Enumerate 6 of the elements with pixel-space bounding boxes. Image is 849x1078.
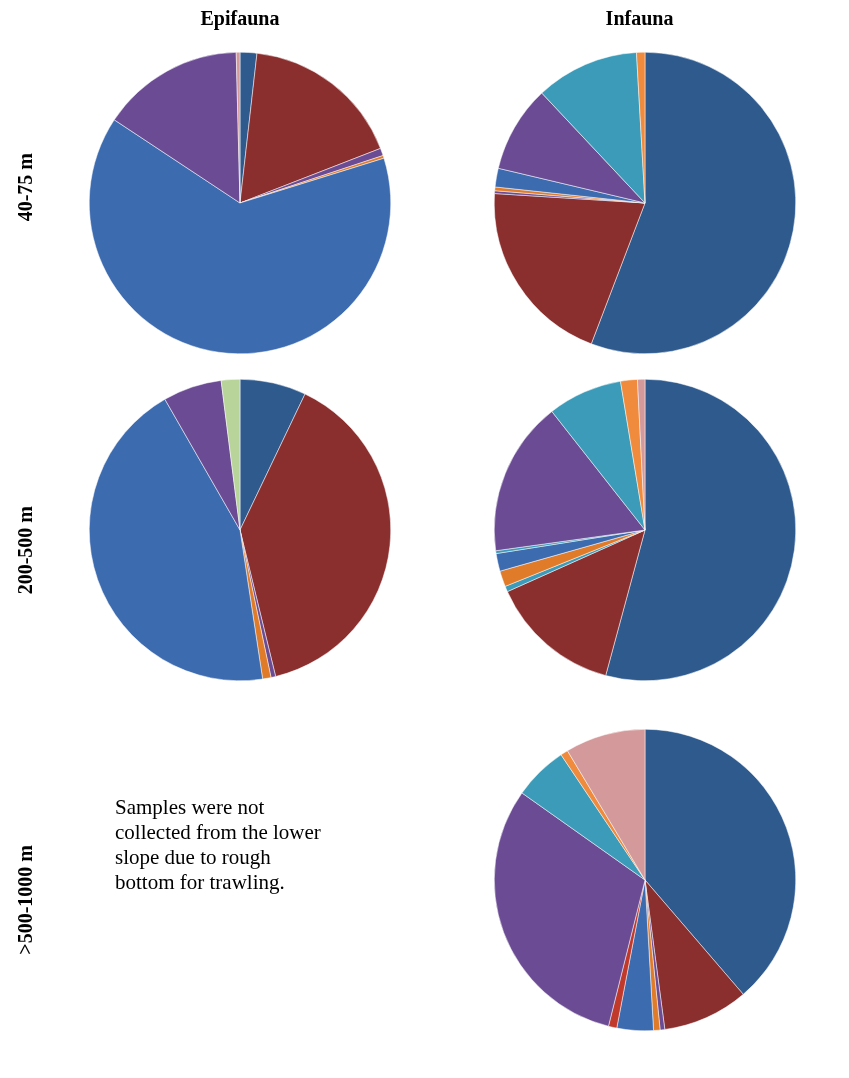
- text: 200-500 m: [13, 505, 37, 595]
- text: >500-1000 m: [13, 845, 37, 955]
- text: Samples were not collected from the lower slope due to rough bottom for trawling.: [115, 795, 322, 895]
- chart-title: Epifauna: [200, 6, 280, 32]
- chart-title: Infauna: [605, 6, 674, 31]
- text: 40-75 m: [13, 153, 37, 222]
